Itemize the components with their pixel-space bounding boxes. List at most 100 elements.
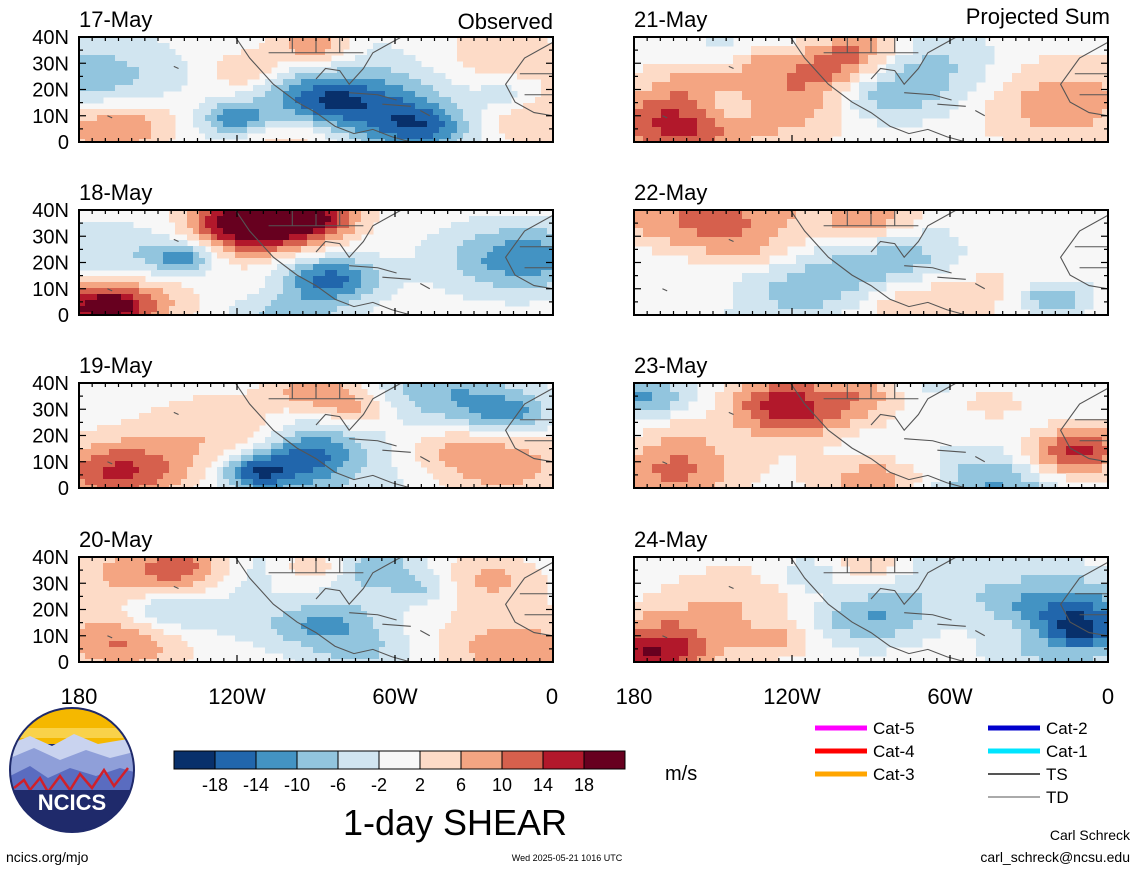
colorbar-swatch [419,750,462,770]
colorbar-swatch [255,750,298,770]
x-tick-180-right: 180 [616,684,653,709]
panel-date-label: 22-May [634,180,707,205]
logo-text: NCICS [38,790,106,815]
panel-ticks [78,209,554,316]
y-tick-label: 20N [32,253,69,275]
panel-ticks [633,556,1109,663]
coastlines [662,210,1108,315]
footer-url: ncics.org/mjo [6,849,89,865]
map-panel-20-may: 20-May 40N 30N 20N 10N 0 [32,527,554,674]
coastlines [662,37,1108,142]
y-tick-label: 0 [58,132,69,154]
colorbar-swatch [214,750,257,770]
colorbar-label: 18 [574,775,594,795]
shear-field [634,210,1108,315]
footer-timestamp: Wed 2025-05-21 1016 UTC [512,853,623,863]
y-tick-label: 10N [32,279,69,301]
colorbar-swatch [542,750,585,770]
colorbar-label: -18 [202,775,228,795]
panel-date-label: 23-May [634,353,707,378]
shear-field [79,383,553,488]
y-tick-label: 20N [32,426,69,448]
footer-author: Carl Schreck [1050,827,1131,843]
shear-field [634,383,1108,488]
legend-label-cat-2: Cat-2 [1046,719,1088,738]
coastlines [107,210,553,315]
y-tick-label: 10N [32,106,69,128]
legend-label-cat-5: Cat-5 [873,719,915,738]
y-tick-label: 30N [32,53,69,75]
y-tick-label: 40N [32,27,69,49]
shear-field [634,557,1108,662]
shear-field [79,557,553,662]
panel-ticks [78,382,554,489]
colorbar-label: -14 [243,775,269,795]
y-tick-label: 40N [32,373,69,395]
colorbar-swatch [378,750,421,770]
x-tick-0-right: 0 [1102,684,1114,709]
map-panel-19-may: 19-May 40N 30N 20N 10N 0 [32,353,554,500]
panel-ticks [633,382,1109,489]
coastlines [662,383,1108,488]
coastlines [107,383,553,488]
footer-email: carl_schreck@ncsu.edu [980,849,1130,865]
y-tick-label: 30N [32,399,69,421]
coastlines [107,37,553,142]
colorbar: -18 -14 -10 -6 -2 2 6 10 14 18 [173,750,626,795]
y-tick-label: 30N [32,226,69,248]
panel-ticks [78,36,554,143]
x-axis-labels-left: 180 120W 60W 0 [61,684,558,709]
coastlines [662,557,1108,662]
panel-date-label: 19-May [79,353,152,378]
map-panel-17-may: 17-May 40N 30N 20N 10N 0 [32,7,554,154]
colorbar-label: 14 [533,775,553,795]
y-tick-label: 10N [32,626,69,648]
panel-date-label: 20-May [79,527,152,552]
colorbar-label: -2 [371,775,387,795]
panel-date-label: 18-May [79,180,152,205]
y-tick-label: 20N [32,600,69,622]
legend-label-ts: TS [1046,765,1068,784]
legend-label-td: TD [1046,788,1069,807]
panel-ticks [78,556,554,663]
map-panel-22-may: 22-May [633,180,1109,316]
x-tick-0-left: 0 [546,684,558,709]
y-tick-label: 0 [58,652,69,674]
panel-date-label: 21-May [634,7,707,32]
y-tick-label: 0 [58,478,69,500]
observed-header: Observed [458,9,553,34]
map-panels: 17-May40N30N20N10N018-May40N30N20N10N019… [32,7,1109,674]
colorbar-swatch [460,750,503,770]
panel-ticks [633,209,1109,316]
colorbar-label: 10 [492,775,512,795]
y-tick-label: 40N [32,547,69,569]
map-panel-21-may: 21-May [633,7,1109,143]
colorbar-label: 2 [415,775,425,795]
storm-legend: Cat-5 Cat-4 Cat-3 Cat-2 Cat-1 TS TD [815,719,1088,807]
x-tick-60w-left: 60W [372,684,417,709]
projected-header: Projected Sum [966,4,1110,29]
coastlines [107,557,553,662]
colorbar-label: 6 [456,775,466,795]
legend-label-cat-4: Cat-4 [873,742,915,761]
ncics-logo: NCICS [9,707,135,833]
panel-ticks [633,36,1109,143]
y-tick-label: 0 [58,305,69,327]
y-tick-label: 40N [32,200,69,222]
y-tick-label: 30N [32,573,69,595]
x-tick-180-left: 180 [61,684,98,709]
x-tick-120w-right: 120W [763,684,821,709]
colorbar-swatch [296,750,339,770]
legend-label-cat-3: Cat-3 [873,765,915,784]
colorbar-swatch [173,750,216,770]
shear-field [634,37,1108,142]
panel-date-label: 24-May [634,527,707,552]
colorbar-swatch [337,750,380,770]
map-panel-24-may: 24-May [633,527,1109,663]
figure-title: 1-day SHEAR [343,802,567,843]
units-label: m/s [665,763,697,785]
colorbar-swatch [583,750,626,770]
colorbar-swatch [501,750,544,770]
map-panel-18-may: 18-May 40N 30N 20N 10N 0 [32,180,554,327]
